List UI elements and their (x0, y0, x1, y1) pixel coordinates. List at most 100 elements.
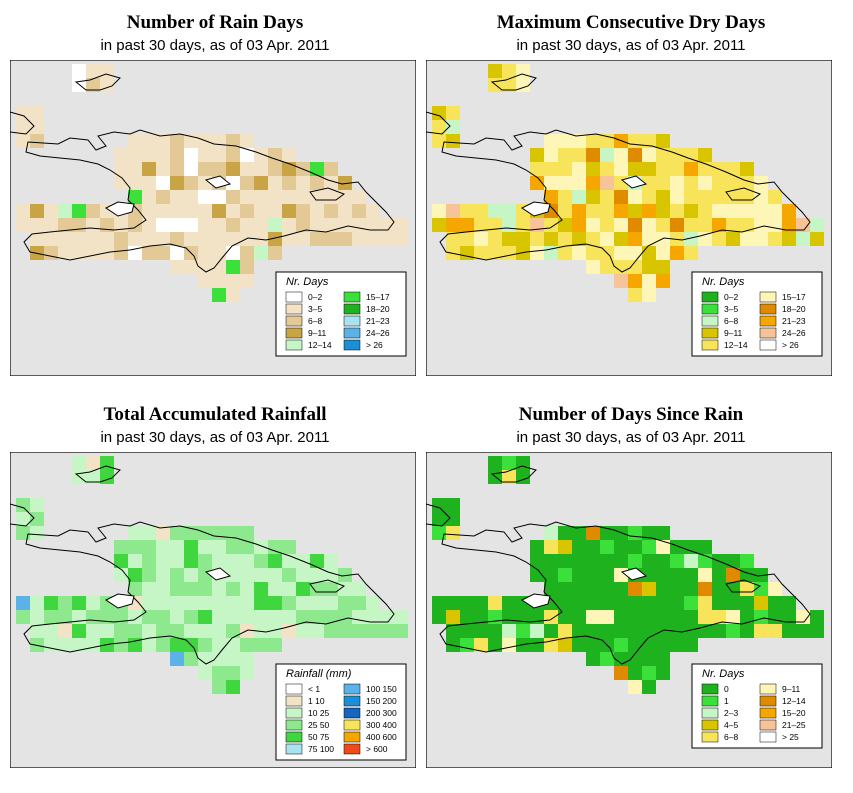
grid-cell (142, 582, 156, 596)
grid-cell (268, 190, 282, 204)
grid-cell (338, 204, 352, 218)
grid-cell (726, 568, 740, 582)
grid-cell (544, 218, 558, 232)
grid-cell (642, 274, 656, 288)
legend-swatch (285, 707, 303, 719)
grid-cell (142, 554, 156, 568)
grid-cell (698, 176, 712, 190)
grid-cell (684, 204, 698, 218)
grid-cell (586, 526, 600, 540)
grid-cell (460, 610, 474, 624)
grid-cell (446, 596, 460, 610)
grid-cell (530, 624, 544, 638)
grid-cell (754, 568, 768, 582)
legend-label: 21–25 (782, 720, 806, 730)
coastline-feature (725, 579, 762, 593)
grid-cell (72, 596, 86, 610)
grid-cell (544, 540, 558, 554)
coastline-feature (620, 175, 648, 189)
grid-cell (240, 596, 254, 610)
grid-cell (254, 204, 268, 218)
grid-cell (338, 610, 352, 624)
grid-cell (740, 568, 754, 582)
grid-cell (544, 148, 558, 162)
legend-label: 21–23 (366, 316, 390, 326)
grid-cell (156, 190, 170, 204)
grid-cell (170, 232, 184, 246)
grid-cell (240, 274, 254, 288)
grid-cell (254, 148, 268, 162)
grid-cell (698, 190, 712, 204)
grid-cell (310, 624, 324, 638)
grid-cell (380, 624, 394, 638)
grid-cell (572, 554, 586, 568)
legend-swatch (285, 683, 303, 695)
grid-cell (600, 568, 614, 582)
grid-cell (698, 596, 712, 610)
grid-cell (212, 666, 226, 680)
grid-cell (754, 596, 768, 610)
grid-cell (352, 596, 366, 610)
grid-cell (586, 652, 600, 666)
grid-cell (268, 638, 282, 652)
grid-cell (352, 610, 366, 624)
grid-cell (128, 176, 142, 190)
grid-cell (128, 624, 142, 638)
grid-cell (558, 148, 572, 162)
grid-cell (460, 246, 474, 260)
grid-cell (572, 596, 586, 610)
grid-cell (282, 568, 296, 582)
grid-cell (600, 624, 614, 638)
grid-cell (502, 64, 516, 78)
grid-cell (614, 666, 628, 680)
grid-cell (198, 190, 212, 204)
grid-cell (212, 246, 226, 260)
coastline-feature (74, 465, 121, 483)
grid-cell (740, 610, 754, 624)
grid-cell (600, 260, 614, 274)
grid-cell (226, 274, 240, 288)
grid-cell (474, 610, 488, 624)
legend-label: > 26 (782, 340, 799, 350)
grid-cell (184, 624, 198, 638)
grid-cell (16, 120, 30, 134)
legend-label: 12–14 (782, 696, 806, 706)
grid-cell (142, 638, 156, 652)
grid-cell (30, 526, 44, 540)
grid-cell (212, 652, 226, 666)
legend-label: 50 75 (308, 732, 330, 742)
grid-cell (212, 232, 226, 246)
coastline-feature (490, 465, 537, 483)
grid-cell (684, 568, 698, 582)
grid-cell (86, 204, 100, 218)
island-outline (23, 521, 395, 665)
grid-cell (30, 512, 44, 526)
legend-label: 15–17 (782, 292, 806, 302)
grid-cell (474, 204, 488, 218)
grid-cell (114, 232, 128, 246)
grid-cell (586, 554, 600, 568)
grid-cell (310, 218, 324, 232)
grid-cell (282, 610, 296, 624)
grid-cell (670, 540, 684, 554)
grid-cell (572, 176, 586, 190)
legend: Nr. Days 0–2 3–5 6–8 9–11 12–14 15–17 18–20 21–2… (691, 271, 823, 357)
grid-cell (628, 246, 642, 260)
grid-cell (16, 498, 30, 512)
dry-days-map: Nr. Days 0–2 3–5 6–8 9–11 12–14 15–17 18–20 21–2… (426, 60, 832, 376)
grid-cell (30, 218, 44, 232)
grid-cell (212, 190, 226, 204)
grid-cell (86, 610, 100, 624)
grid-cell (586, 540, 600, 554)
grid-cell (572, 246, 586, 260)
grid-cell (586, 638, 600, 652)
grid-cell (642, 288, 656, 302)
grid-cell (698, 218, 712, 232)
grid-cell (782, 624, 796, 638)
grid-cell (502, 456, 516, 470)
grid-cell (142, 540, 156, 554)
grid-cell (446, 512, 460, 526)
grid-cell (156, 596, 170, 610)
grid-cell (184, 652, 198, 666)
grid-cell (170, 260, 184, 274)
